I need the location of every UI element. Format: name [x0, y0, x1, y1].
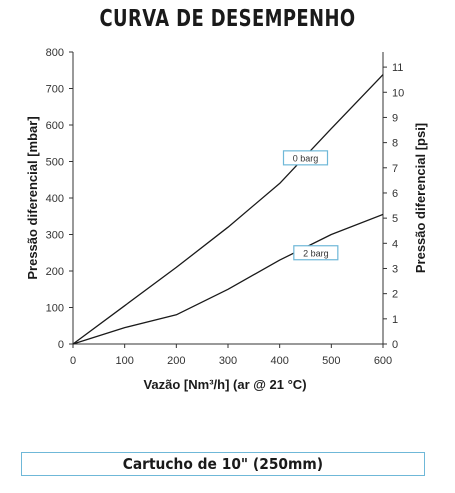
- y2-tick-label: 5: [392, 213, 398, 225]
- x-tick-label: 200: [167, 355, 185, 367]
- y2-tick-label: 8: [392, 138, 398, 150]
- y2-tick-label: 1: [392, 314, 398, 326]
- x-tick-label: 400: [270, 355, 288, 367]
- y2-tick-label: 6: [392, 188, 398, 200]
- y2-tick-label: 3: [392, 263, 398, 275]
- series-label-box: [293, 245, 339, 261]
- y-tick-label: 0: [58, 339, 64, 351]
- x-tick-label: 500: [322, 355, 340, 367]
- cartridge-caption: Cartucho de 10" (250mm): [21, 452, 425, 476]
- y-tick-label: 600: [46, 120, 64, 132]
- series-label: 2 barg: [303, 248, 329, 258]
- series-label-box: [282, 150, 329, 166]
- x-tick-label: 600: [374, 355, 392, 367]
- y2-tick-label: 2: [392, 289, 398, 301]
- y2-tick-label: 10: [392, 87, 404, 99]
- y2-tick-label: 9: [392, 112, 398, 124]
- y2-tick-label: 7: [392, 163, 398, 175]
- x-axis-label: Vazão [Nm³/h] (ar @ 21 °C): [143, 377, 306, 392]
- series-line-0-barg: [72, 74, 384, 345]
- x-tick-label: 300: [219, 355, 237, 367]
- x-tick-label: 0: [70, 355, 76, 367]
- y-tick-label: 500: [46, 157, 64, 169]
- y-axis-label: Pressão diferencial [mbar]: [25, 116, 40, 279]
- y2-tick-label: 4: [392, 238, 398, 250]
- cartridge-caption-text: Cartucho de 10" (250mm): [122, 455, 324, 473]
- chart-axes: [72, 52, 384, 345]
- y2-axis-label: Pressão diferencial [psi]: [413, 123, 428, 273]
- y-tick-label: 200: [46, 266, 64, 278]
- chart-ticks: 0 100 200 300 400 500 600010020030040050060070…: [46, 47, 405, 367]
- series-line-2-barg: [72, 213, 384, 345]
- y-tick-label: 700: [46, 84, 64, 96]
- y2-tick-label: 0: [392, 339, 398, 351]
- chart-title: CURVA DE DESEMPENHO: [99, 6, 356, 32]
- y-tick-label: 300: [46, 230, 64, 242]
- series-label: 0 barg: [293, 153, 319, 163]
- x-tick-label: 100: [115, 355, 133, 367]
- chart-series: 0 barg 2 barg: [72, 74, 384, 345]
- y-tick-label: 400: [46, 193, 64, 205]
- performance-chart: 0 100 200 300 400 500 600010020030040050060070…: [25, 47, 428, 392]
- y-tick-label: 800: [46, 47, 64, 59]
- y2-tick-label: 11: [392, 62, 403, 74]
- y-tick-label: 100: [46, 303, 64, 315]
